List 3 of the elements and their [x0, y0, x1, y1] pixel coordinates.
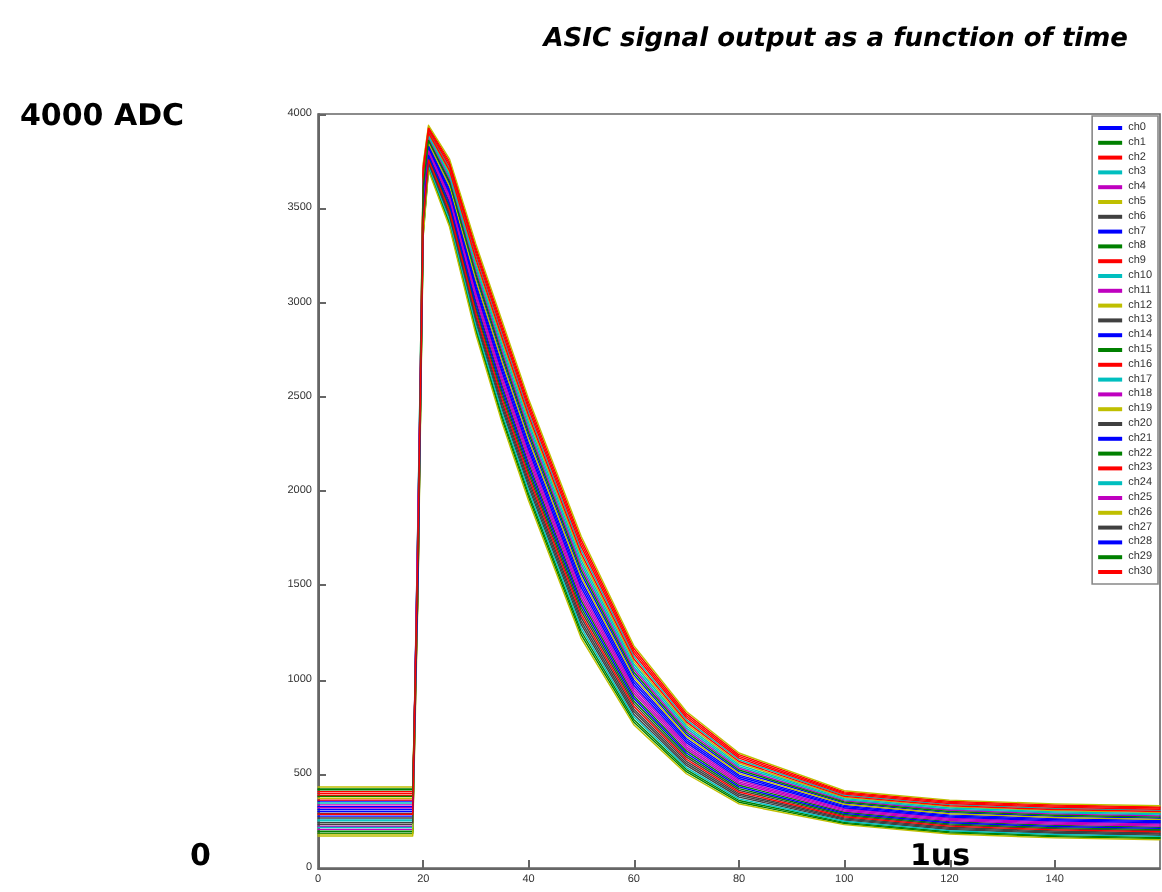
- annotation: 1us: [910, 837, 971, 873]
- chart-title: ASIC signal output as a function of time: [541, 24, 1129, 54]
- text: 4000 ADC: [20, 97, 185, 133]
